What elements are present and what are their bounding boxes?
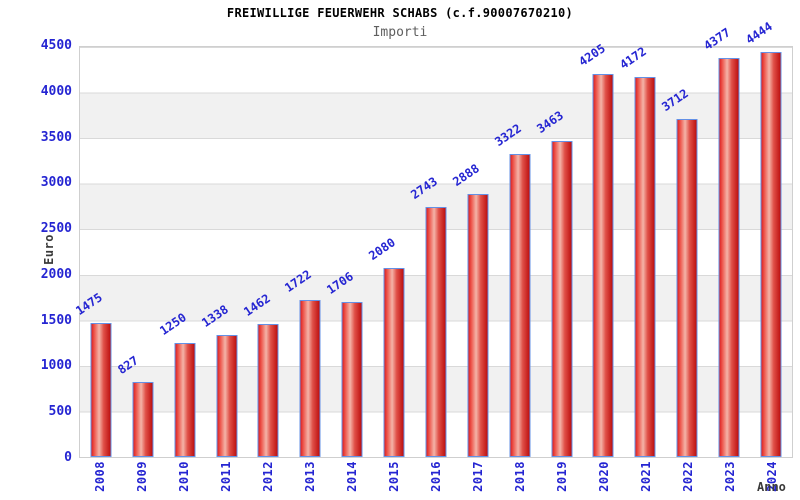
bar-2008: [90, 322, 112, 457]
bar-value-label: 1475: [73, 289, 105, 318]
y-tick-label: 4000: [40, 83, 72, 99]
x-tick-slot: 2017: [457, 461, 499, 500]
bar-2014: [341, 301, 363, 457]
bar-2009: [132, 381, 154, 457]
bar-slot-2016: 2743: [408, 47, 457, 457]
x-tick-label: 2021: [639, 461, 653, 492]
y-tick-label: 1000: [40, 358, 72, 374]
bar-2019: [551, 141, 573, 457]
x-tick-slot: 2013: [289, 461, 331, 500]
bar-slot-2013: 1722: [283, 47, 331, 457]
y-tick-label: 1500: [40, 312, 72, 328]
x-tick-slot: 2020: [583, 461, 625, 500]
bar-slot-2010: 1250: [157, 47, 206, 457]
bar-slot-2018: 3322: [492, 47, 541, 457]
chart-subtitle: Importi: [372, 25, 428, 40]
x-tick-label: 2012: [261, 461, 275, 492]
x-tick-slot: 2018: [499, 461, 541, 500]
bar-slot-2024: 4444: [743, 19, 792, 457]
bar-2022: [676, 118, 698, 457]
x-tick-label: 2017: [471, 461, 485, 492]
bar-2021: [634, 76, 656, 457]
y-axis-tick-labels: 4500 4000 3500 3000 2500 2000 1500 1000 500 0: [0, 38, 74, 465]
bar-2020: [592, 73, 614, 457]
x-tick-label: 2014: [345, 461, 359, 492]
x-axis-tick-labels: 2008 2009 2010 2011 2012 2013 2014 2015 2016 2017…: [79, 461, 793, 500]
x-tick-slot: 2008: [79, 461, 121, 500]
bar-slot-2011: 1338: [199, 47, 248, 457]
bar-2023: [718, 58, 740, 457]
y-tick-label: 2500: [40, 221, 72, 237]
y-tick-label: 0: [64, 450, 72, 465]
y-tick-label: 3000: [40, 175, 72, 191]
bars-container: 1475 827 1250 1338 1462 1722 1706 2080 2743 2888 3…: [73, 19, 792, 457]
x-tick-label: 2022: [681, 461, 695, 492]
x-tick-label: 2016: [429, 461, 443, 492]
x-tick-label: 2009: [135, 461, 149, 492]
x-tick-slot: 2009: [121, 461, 163, 500]
bar-2011: [216, 335, 238, 457]
x-tick-slot: 2021: [625, 461, 667, 500]
x-tick-slot: 2019: [541, 461, 583, 500]
bar-slot-2020: 4205: [576, 41, 625, 457]
x-tick-slot: 2010: [163, 461, 205, 500]
chart-title: FREIWILLIGE FEUERWEHR SCHABS (c.f.900076…: [226, 6, 574, 20]
bar-2010: [174, 343, 196, 457]
x-tick-label: 2013: [303, 461, 317, 492]
x-tick-slot: 2015: [373, 461, 415, 500]
y-tick-label: 2000: [40, 266, 72, 282]
x-tick-label: 2011: [219, 461, 233, 492]
bar-slot-2022: 3712: [659, 47, 708, 457]
bar-slot-2021: 4172: [618, 44, 666, 457]
x-tick-label: 2015: [387, 461, 401, 492]
x-tick-slot: 2023: [709, 461, 751, 500]
x-axis-title: Anno: [757, 480, 786, 494]
bar-2013: [299, 300, 321, 457]
bar-slot-2012: 1462: [241, 47, 290, 457]
bar-slot-2014: 1706: [324, 47, 373, 457]
bar-2016: [425, 207, 447, 457]
bar-2024: [760, 52, 782, 457]
bar-slot-2023: 4377: [701, 25, 750, 457]
x-tick-label: 2019: [555, 461, 569, 492]
bar-slot-2008: 1475: [73, 47, 122, 457]
plot-area: 1475 827 1250 1338 1462 1722 1706 2080 2743 2888 3…: [73, 19, 793, 458]
x-tick-label: 2008: [93, 461, 107, 492]
x-tick-slot: 2022: [667, 461, 709, 500]
y-tick-label: 4500: [40, 38, 72, 53]
bar-slot-2009: 827: [115, 47, 164, 457]
x-tick-slot: 2016: [415, 461, 457, 500]
x-tick-label: 2020: [597, 461, 611, 492]
bar-slot-2015: 2080: [366, 47, 415, 457]
x-tick-slot: 2011: [205, 461, 247, 500]
y-tick-label: 3500: [40, 129, 72, 145]
bar-slot-2017: 2888: [450, 47, 499, 457]
x-tick-slot: 2012: [247, 461, 289, 500]
bar-2012: [257, 323, 279, 457]
x-tick-label: 2018: [513, 461, 527, 492]
bar-2018: [509, 154, 531, 457]
bar-slot-2019: 3463: [534, 47, 583, 457]
x-tick-label: 2010: [177, 461, 191, 492]
bar-2017: [467, 193, 489, 457]
bar-value-label: 4205: [575, 41, 608, 69]
y-tick-label: 500: [48, 404, 72, 420]
x-tick-slot: 2014: [331, 461, 373, 500]
bar-2015: [383, 267, 405, 457]
x-tick-label: 2023: [723, 461, 737, 492]
